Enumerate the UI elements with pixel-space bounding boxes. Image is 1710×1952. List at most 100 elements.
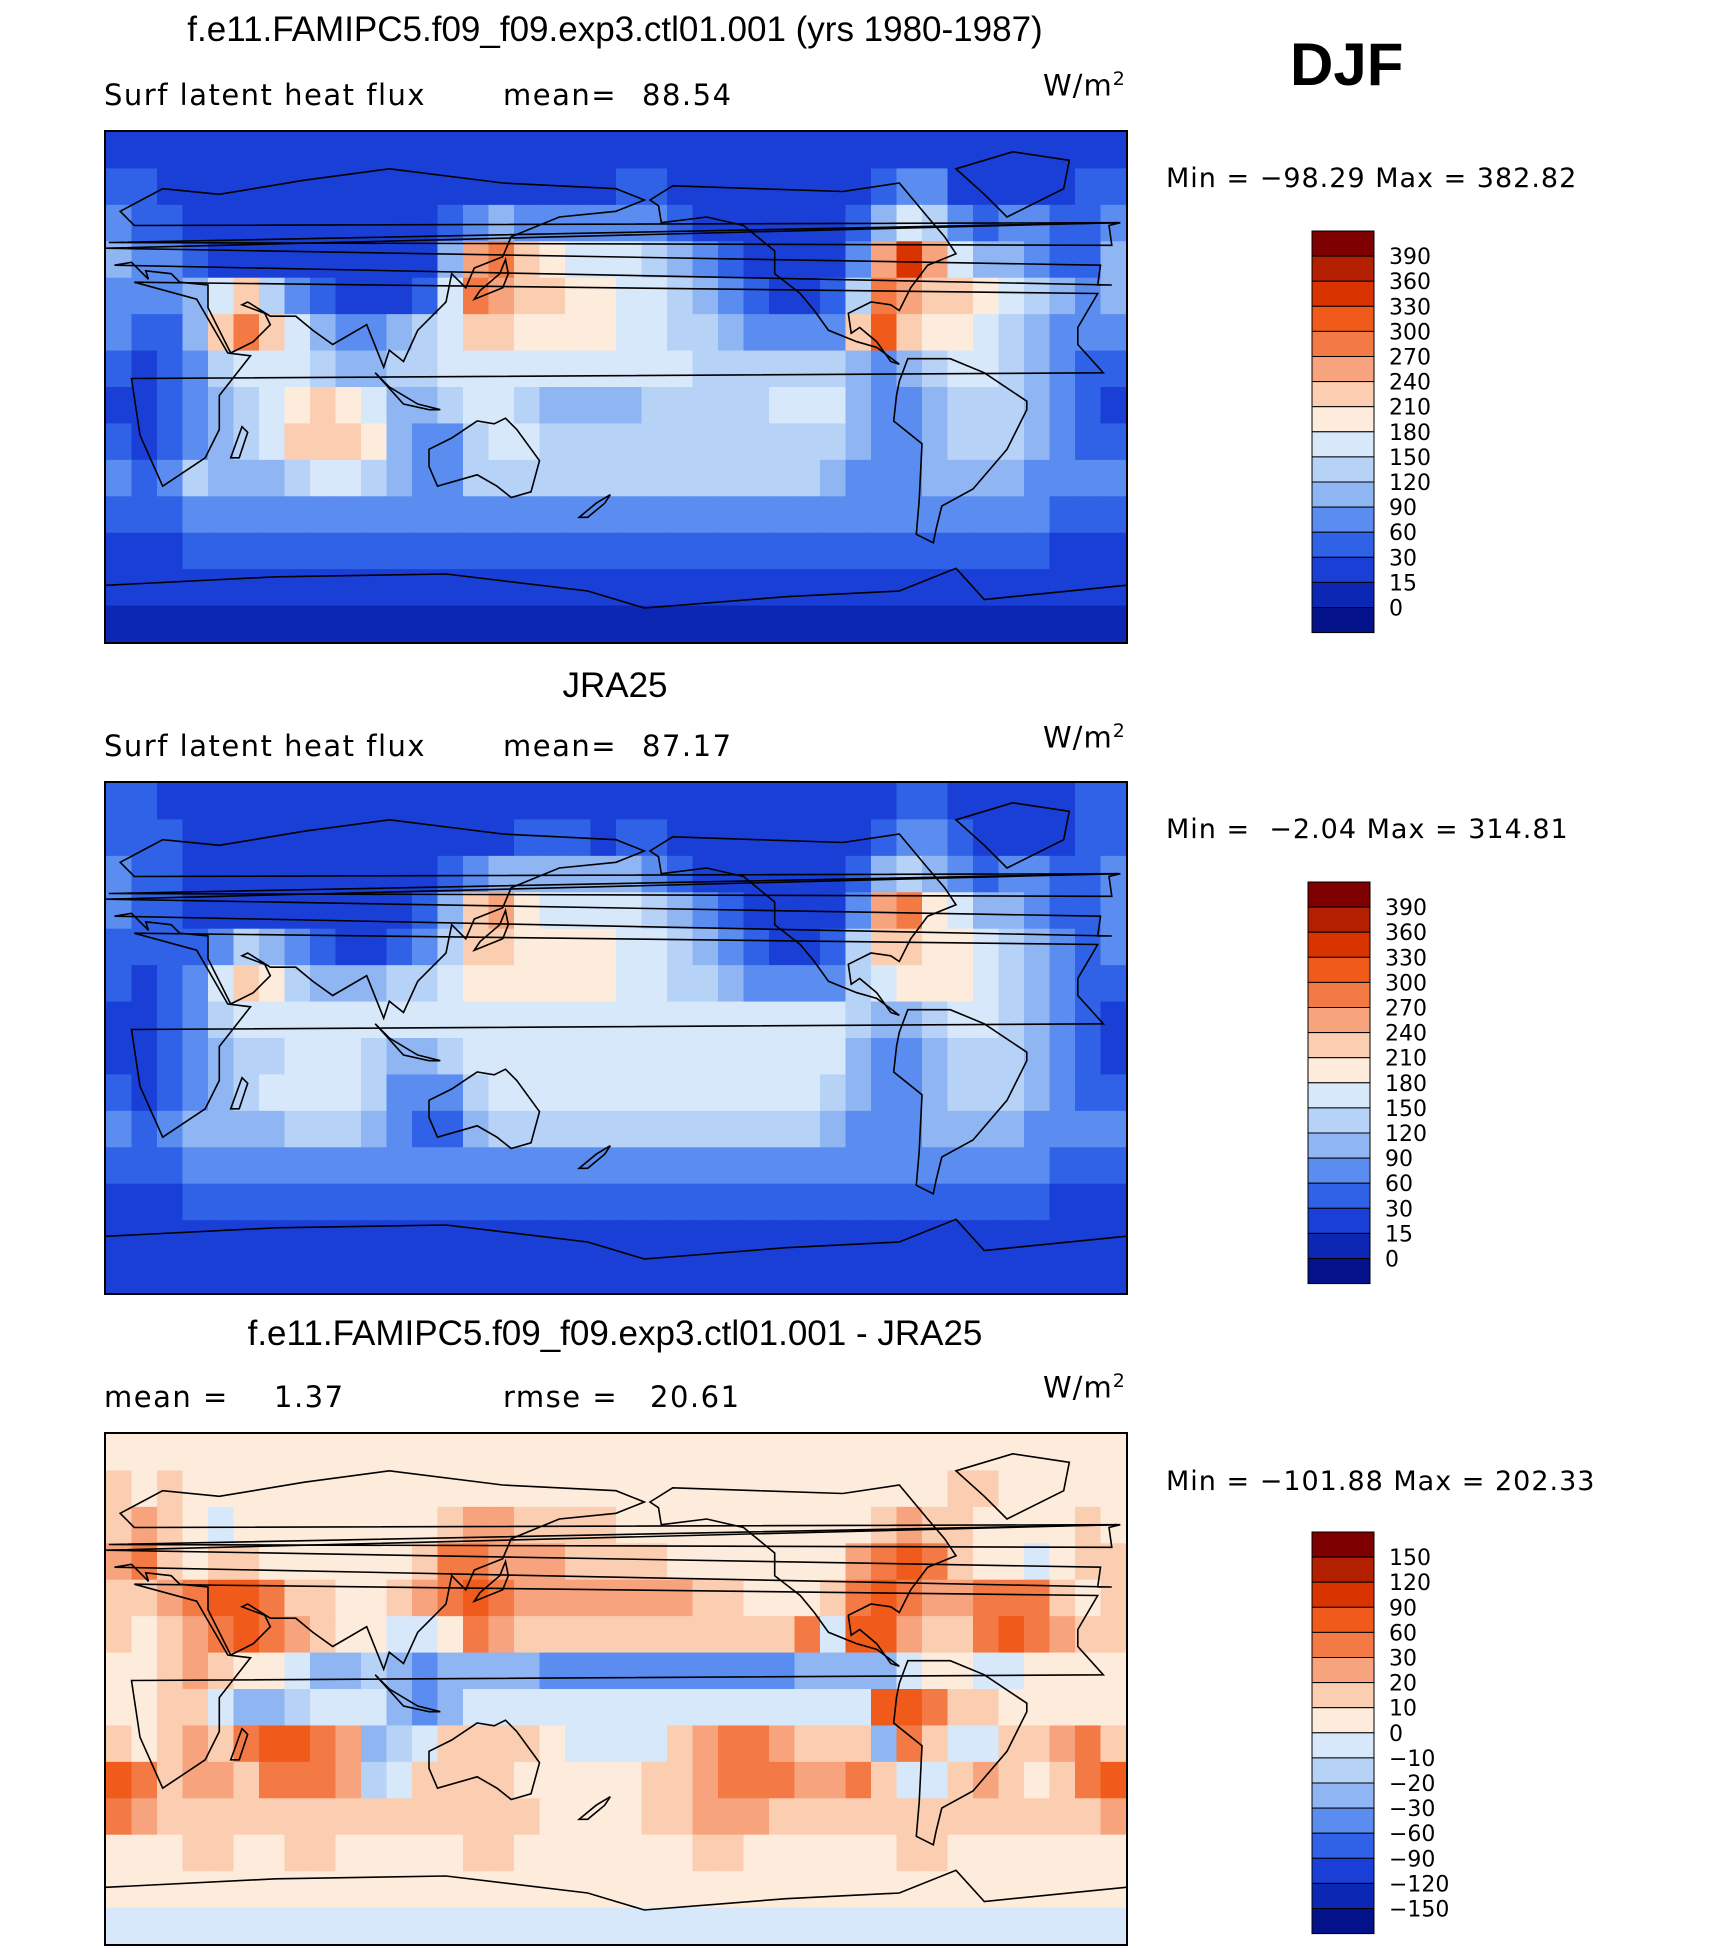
map-cell bbox=[1049, 314, 1076, 352]
map-cell bbox=[998, 1001, 1025, 1039]
map-cell bbox=[412, 1907, 439, 1944]
map-cell bbox=[871, 1907, 898, 1944]
map-cell bbox=[692, 1543, 719, 1581]
map-cell bbox=[998, 1256, 1025, 1293]
map-cell bbox=[539, 1725, 566, 1763]
map-cell bbox=[718, 132, 745, 170]
map-cell bbox=[386, 1798, 413, 1836]
map-cell bbox=[208, 1256, 235, 1293]
map-cell bbox=[1100, 1147, 1126, 1185]
map-cell bbox=[973, 314, 1000, 352]
map-cell bbox=[412, 1798, 439, 1836]
map-cell bbox=[412, 1147, 439, 1185]
map-cell bbox=[182, 168, 209, 206]
map-cell bbox=[514, 1183, 541, 1221]
map-cell bbox=[973, 1147, 1000, 1185]
map-cell bbox=[590, 965, 617, 1003]
map-cell bbox=[131, 1907, 158, 1944]
map-cell bbox=[820, 1220, 847, 1258]
map-cell bbox=[514, 1038, 541, 1076]
map-cell bbox=[998, 1761, 1025, 1799]
map-cell bbox=[1075, 459, 1102, 497]
map-cell bbox=[794, 1470, 821, 1508]
map-cell bbox=[947, 569, 974, 607]
coastline-new-zealand bbox=[576, 494, 611, 519]
coastline-north-america bbox=[648, 833, 958, 1017]
map-cell bbox=[820, 783, 847, 821]
map-cell bbox=[794, 965, 821, 1003]
map-cell bbox=[412, 1434, 439, 1472]
map-cell bbox=[131, 423, 158, 461]
map-cell bbox=[335, 314, 362, 352]
map-cell bbox=[182, 1001, 209, 1039]
map-cell bbox=[1049, 241, 1076, 279]
map-cell bbox=[488, 496, 515, 534]
map-cell bbox=[106, 314, 133, 352]
map-cell bbox=[335, 1256, 362, 1293]
map-cell bbox=[1049, 1761, 1076, 1799]
map-cell bbox=[973, 1725, 1000, 1763]
map-cell bbox=[641, 1689, 668, 1727]
map-cell bbox=[641, 1074, 668, 1112]
map-cell bbox=[820, 569, 847, 607]
map-cell bbox=[641, 132, 668, 170]
map-cell bbox=[463, 569, 490, 607]
colorbar-swatch bbox=[1311, 1807, 1375, 1834]
map-cell bbox=[616, 1652, 643, 1690]
map-cell bbox=[973, 423, 1000, 461]
map-cell bbox=[1024, 1256, 1051, 1293]
panel3-colorbar: 150 120 90 60 30 20 10 0 −10 −20 −30 −60 −90 −120 −150 bbox=[1310, 1530, 1480, 1941]
map-cell bbox=[769, 387, 796, 425]
map-cell bbox=[514, 1689, 541, 1727]
map-cell bbox=[743, 1798, 770, 1836]
map-cell bbox=[514, 1907, 541, 1944]
map-cell bbox=[871, 1798, 898, 1836]
map-cell bbox=[718, 496, 745, 534]
map-cell bbox=[335, 1579, 362, 1617]
map-cell bbox=[310, 459, 337, 497]
map-cell bbox=[412, 277, 439, 315]
map-cell bbox=[1049, 569, 1076, 607]
map-cell bbox=[998, 892, 1025, 930]
map-cell bbox=[743, 1616, 770, 1654]
map-cell bbox=[1049, 168, 1076, 206]
map-cell bbox=[284, 132, 311, 170]
map-cell bbox=[1049, 1725, 1076, 1763]
map-cell bbox=[310, 819, 337, 857]
map-cell bbox=[769, 314, 796, 352]
map-cell bbox=[565, 1798, 592, 1836]
map-cell bbox=[412, 1834, 439, 1872]
map-cell bbox=[335, 423, 362, 461]
map-cell bbox=[1075, 1470, 1102, 1508]
map-cell bbox=[769, 1761, 796, 1799]
coastline-australia bbox=[428, 417, 541, 499]
map-cell bbox=[310, 928, 337, 966]
map-cell bbox=[769, 928, 796, 966]
map-cell bbox=[1049, 1434, 1076, 1472]
map-cell bbox=[514, 387, 541, 425]
map-cell bbox=[1075, 1761, 1102, 1799]
map-cell bbox=[259, 1761, 286, 1799]
map-cell bbox=[106, 965, 133, 1003]
map-cell bbox=[667, 1147, 694, 1185]
map-cell bbox=[1075, 423, 1102, 461]
map-cell bbox=[616, 532, 643, 570]
map-cell bbox=[514, 783, 541, 821]
map-cell bbox=[922, 1220, 949, 1258]
map-cell bbox=[667, 350, 694, 388]
map-cell bbox=[667, 1256, 694, 1293]
map-cell bbox=[667, 1110, 694, 1148]
map-cell bbox=[794, 1434, 821, 1472]
colorbar-swatch bbox=[1311, 1707, 1375, 1734]
map-cell bbox=[259, 1183, 286, 1221]
map-cell bbox=[386, 1470, 413, 1508]
map-cell bbox=[284, 1220, 311, 1258]
map-cell bbox=[259, 1506, 286, 1544]
map-cell bbox=[131, 1798, 158, 1836]
map-cell bbox=[386, 1907, 413, 1944]
map-cell bbox=[106, 605, 133, 642]
map-cell bbox=[208, 168, 235, 206]
map-cell bbox=[106, 1038, 133, 1076]
map-cell bbox=[998, 819, 1025, 857]
map-cell bbox=[743, 1761, 770, 1799]
